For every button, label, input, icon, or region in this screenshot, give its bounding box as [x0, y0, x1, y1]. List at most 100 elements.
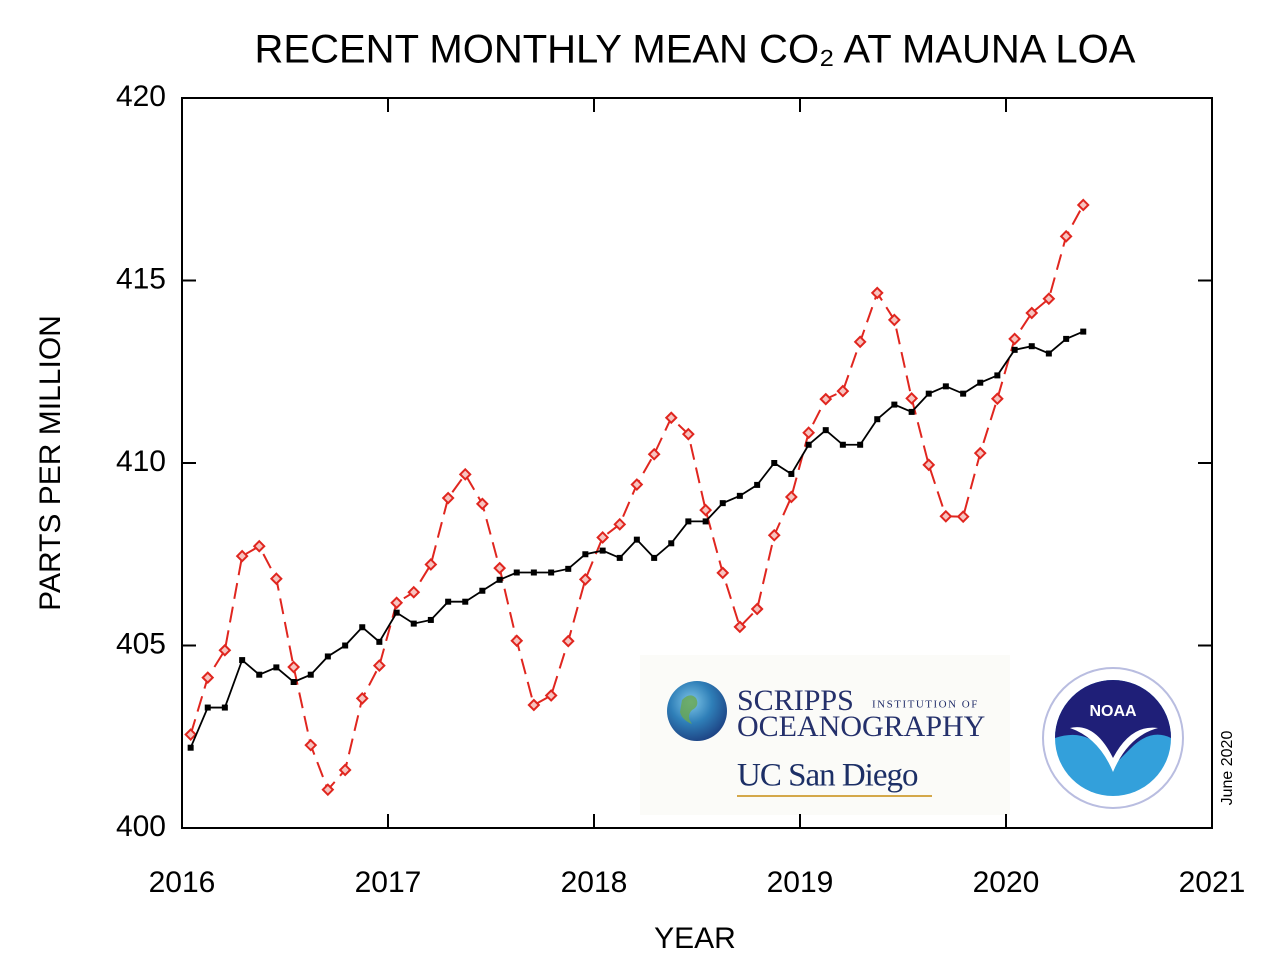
point: [548, 569, 555, 576]
point: [956, 510, 970, 524]
point: [716, 566, 730, 580]
point: [805, 441, 812, 448]
point: [445, 598, 452, 605]
point: [582, 551, 589, 558]
x-tick-label: 2016: [149, 866, 216, 899]
y-axis-label: PARTS PER MILLION: [34, 315, 67, 611]
point: [513, 569, 520, 576]
point: [462, 598, 469, 605]
point: [651, 554, 658, 561]
logo-text: INSTITUTION OF: [872, 699, 979, 711]
point: [256, 671, 263, 678]
date-note: June 2020: [1219, 731, 1236, 806]
y-tick-label: 410: [116, 445, 166, 478]
point: [616, 554, 623, 561]
point: [510, 634, 524, 648]
point: [733, 620, 747, 634]
point: [630, 478, 644, 491]
point: [788, 470, 795, 477]
point: [994, 372, 1001, 379]
point: [1042, 292, 1056, 306]
x-tick-label: 2020: [973, 866, 1040, 899]
y-tick-label: 405: [116, 627, 166, 660]
point: [887, 313, 901, 327]
point: [1011, 346, 1018, 353]
point: [990, 392, 1004, 406]
point: [527, 698, 541, 712]
point: [908, 408, 915, 415]
point: [204, 704, 211, 711]
point: [307, 671, 314, 678]
point: [754, 481, 761, 488]
point: [287, 660, 301, 674]
point: [496, 576, 503, 583]
scripps-globe: [667, 681, 727, 741]
point: [822, 427, 829, 434]
point: [925, 390, 932, 397]
y-tick-label: 400: [116, 810, 166, 843]
point: [1076, 198, 1090, 212]
point: [221, 704, 228, 711]
point: [376, 638, 383, 645]
y-tick-label: 420: [116, 80, 166, 113]
noaa-bird: [1070, 727, 1158, 772]
point: [633, 536, 640, 543]
point: [427, 616, 434, 623]
point: [578, 573, 592, 586]
point: [218, 643, 232, 657]
x-tick-label: 2018: [561, 866, 628, 899]
point: [273, 664, 280, 671]
point: [410, 620, 417, 627]
point: [530, 569, 537, 576]
point: [771, 460, 778, 466]
point: [870, 286, 884, 300]
point: [458, 467, 472, 481]
point: [252, 539, 266, 553]
point: [441, 491, 455, 505]
point: [736, 492, 743, 499]
point: [355, 692, 369, 705]
point: [390, 596, 404, 610]
logo-text: OCEANOGRAPHY: [737, 710, 985, 743]
point: [874, 416, 881, 423]
point: [235, 549, 249, 563]
point: [1063, 335, 1070, 342]
point: [922, 458, 936, 472]
point: [613, 517, 627, 531]
point: [561, 634, 575, 648]
point: [802, 426, 816, 440]
point: [905, 391, 919, 405]
point: [767, 528, 781, 542]
point: [565, 565, 572, 572]
point: [891, 401, 898, 408]
point: [784, 490, 798, 504]
point: [407, 585, 421, 599]
point: [493, 561, 507, 575]
point: [1080, 328, 1087, 335]
point: [599, 547, 606, 554]
point: [338, 763, 352, 777]
point: [719, 500, 726, 507]
point: [596, 531, 610, 544]
point: [939, 509, 953, 523]
point: [839, 441, 846, 448]
point: [977, 379, 984, 386]
y-tick-label: 415: [116, 262, 166, 295]
point: [685, 518, 692, 525]
point: [750, 602, 764, 616]
point: [647, 447, 661, 461]
point: [544, 689, 558, 702]
point: [1008, 332, 1022, 346]
point: [187, 744, 194, 751]
point: [304, 738, 318, 752]
point: [342, 642, 349, 649]
x-tick-label: 2017: [355, 866, 422, 899]
point: [942, 383, 949, 390]
point: [681, 427, 695, 441]
point: [424, 558, 438, 571]
point: [393, 609, 400, 616]
point: [201, 671, 215, 685]
point: [664, 411, 678, 425]
point: [475, 497, 489, 511]
